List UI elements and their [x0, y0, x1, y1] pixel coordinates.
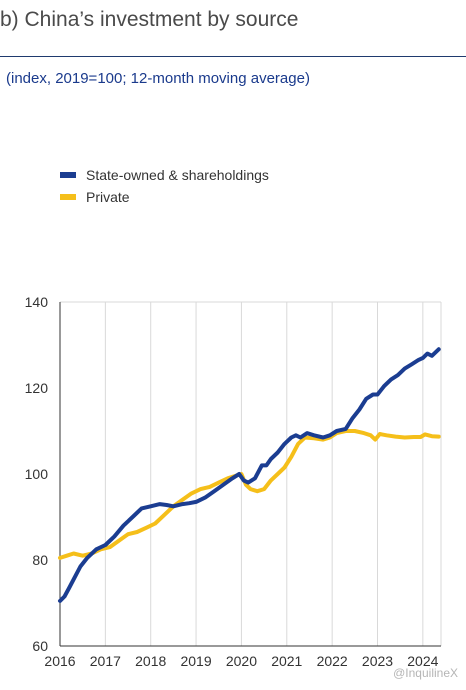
chart-tick-labels: 60 80 100 120 140 2016 2017 2018 2019 2020 2021 202…: [25, 294, 439, 669]
y-tick-label-100: 100: [25, 466, 49, 482]
x-tick-label-2020: 2020: [226, 653, 257, 669]
chart-axes: [59, 302, 441, 647]
x-tick-label-2019: 2019: [180, 653, 211, 669]
legend-label-soe: State-owned & shareholdings: [86, 167, 269, 183]
x-tick-label-2018: 2018: [135, 653, 166, 669]
y-tick-label-80: 80: [32, 552, 48, 568]
legend-item-private: Private: [60, 186, 269, 208]
legend-swatch-soe: [60, 172, 76, 178]
x-tick-label-2017: 2017: [90, 653, 121, 669]
x-tick-label-2021: 2021: [271, 653, 302, 669]
chart-subtitle: (index, 2019=100; 12-month moving averag…: [6, 70, 310, 87]
chart-series: [58, 347, 441, 603]
chart-gridlines: [59, 301, 442, 646]
x-tick-label-2024: 2024: [407, 653, 438, 669]
watermark-text: @InquilineX: [393, 666, 458, 680]
x-tick-label-2022: 2022: [317, 653, 348, 669]
x-tick-label-2016: 2016: [44, 653, 75, 669]
y-tick-label-60: 60: [32, 638, 48, 654]
chart-legend: State-owned & shareholdings Private: [60, 164, 269, 208]
legend-item-soe: State-owned & shareholdings: [60, 164, 269, 186]
legend-swatch-private: [60, 194, 76, 200]
title-divider: [0, 56, 466, 57]
y-tick-label-140: 140: [25, 294, 49, 310]
series-line-soe: [58, 347, 441, 603]
y-tick-label-120: 120: [25, 380, 49, 396]
x-tick-label-2023: 2023: [362, 653, 393, 669]
legend-label-private: Private: [86, 189, 130, 205]
series-line-private: [58, 429, 441, 560]
page-title: b) China’s investment by source: [0, 8, 299, 31]
